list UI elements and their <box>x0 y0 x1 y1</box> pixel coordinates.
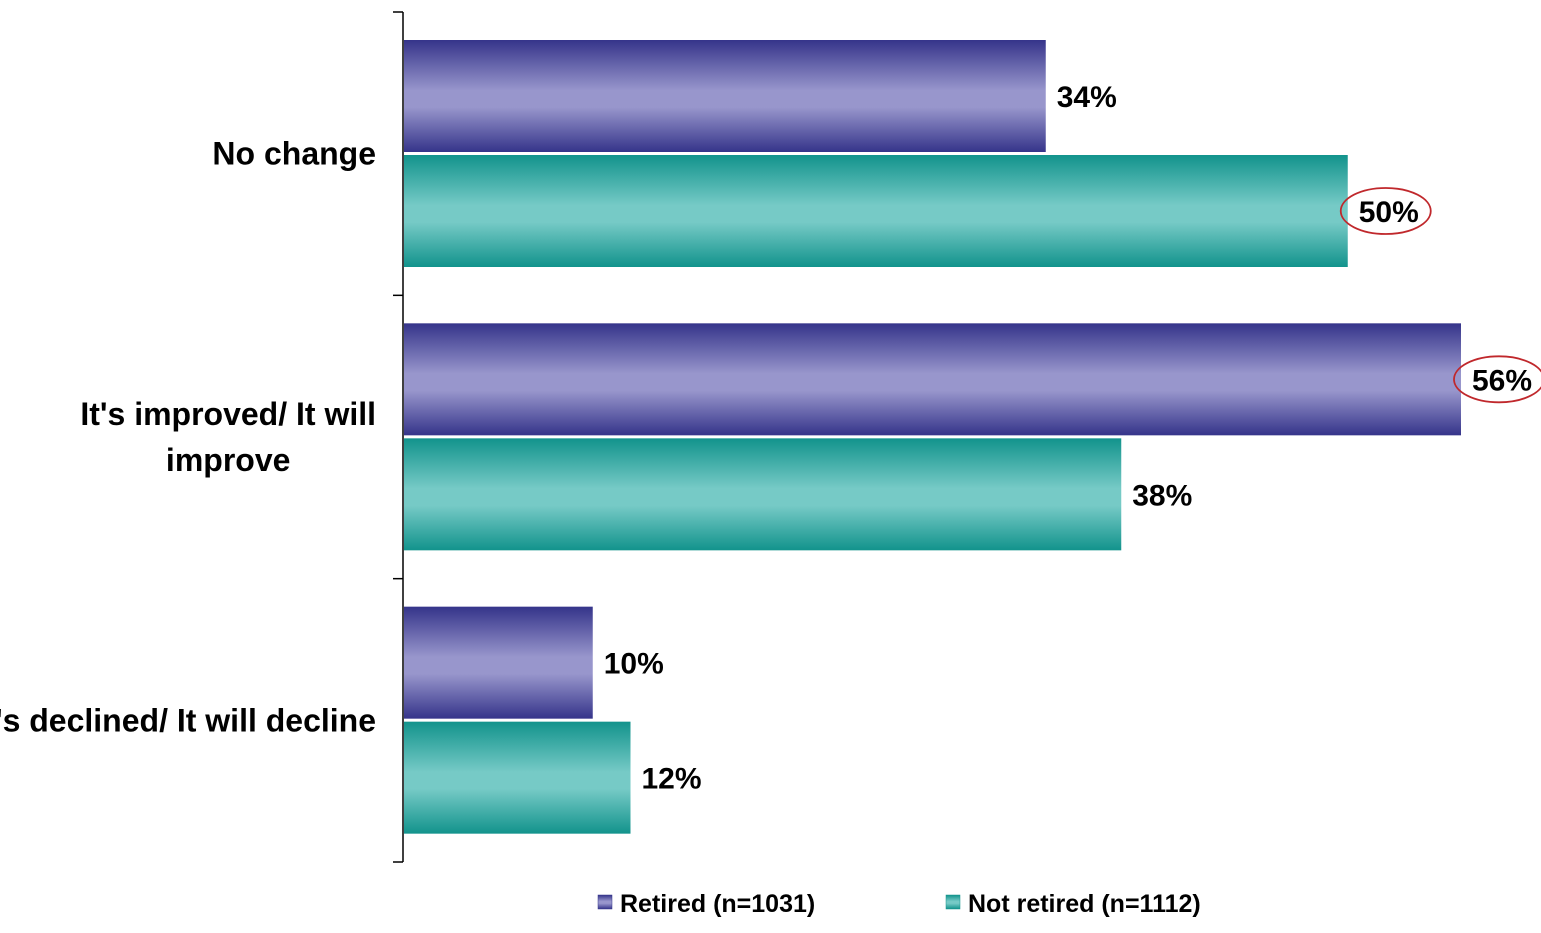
data-label: 12% <box>642 763 702 796</box>
legend-swatch-not-retired-n-1112 <box>945 894 961 910</box>
data-label: 10% <box>604 648 664 681</box>
category-label-no-change: No change <box>212 136 376 172</box>
bar-retired-n-1031-no-change <box>404 40 1046 152</box>
axis <box>393 11 404 863</box>
bar-retired-n-1031-it-s-improved-it-will-improve <box>404 323 1461 436</box>
highlight-ellipse <box>1339 187 1432 235</box>
data-label: 50% <box>1359 196 1419 229</box>
category-label-it-s-declined-it-will-decline: It's declined/ It will decline <box>0 702 376 738</box>
bar-retired-n-1031-it-s-declined-it-will-decline <box>404 606 593 719</box>
legend-swatch-retired-n-1031 <box>597 894 613 910</box>
category-label-it-s-improved-it-will-improve: improve <box>166 442 290 478</box>
legend-label-retired-n-1031: Retired (n=1031) <box>620 890 815 918</box>
data-label: 38% <box>1132 479 1192 512</box>
category-label-it-s-improved-it-will-improve: It's improved/ It will <box>80 396 376 432</box>
bars <box>404 40 1461 834</box>
bar-not-retired-n-1112-it-s-declined-it-will-decline <box>404 721 631 834</box>
legend-label-not-retired-n-1112: Not retired (n=1112) <box>968 890 1201 918</box>
legend: Retired (n=1031) Not retired (n=1112) <box>597 890 1201 918</box>
bar-not-retired-n-1112-no-change <box>404 155 1348 267</box>
labels: 34% 50% No change 56% 38% It's improved/ It w… <box>0 81 1541 796</box>
highlight-ellipse <box>1453 355 1541 404</box>
data-label: 56% <box>1472 364 1532 397</box>
data-label: 34% <box>1057 81 1117 114</box>
bar-not-retired-n-1112-it-s-improved-it-will-improve <box>404 438 1122 551</box>
